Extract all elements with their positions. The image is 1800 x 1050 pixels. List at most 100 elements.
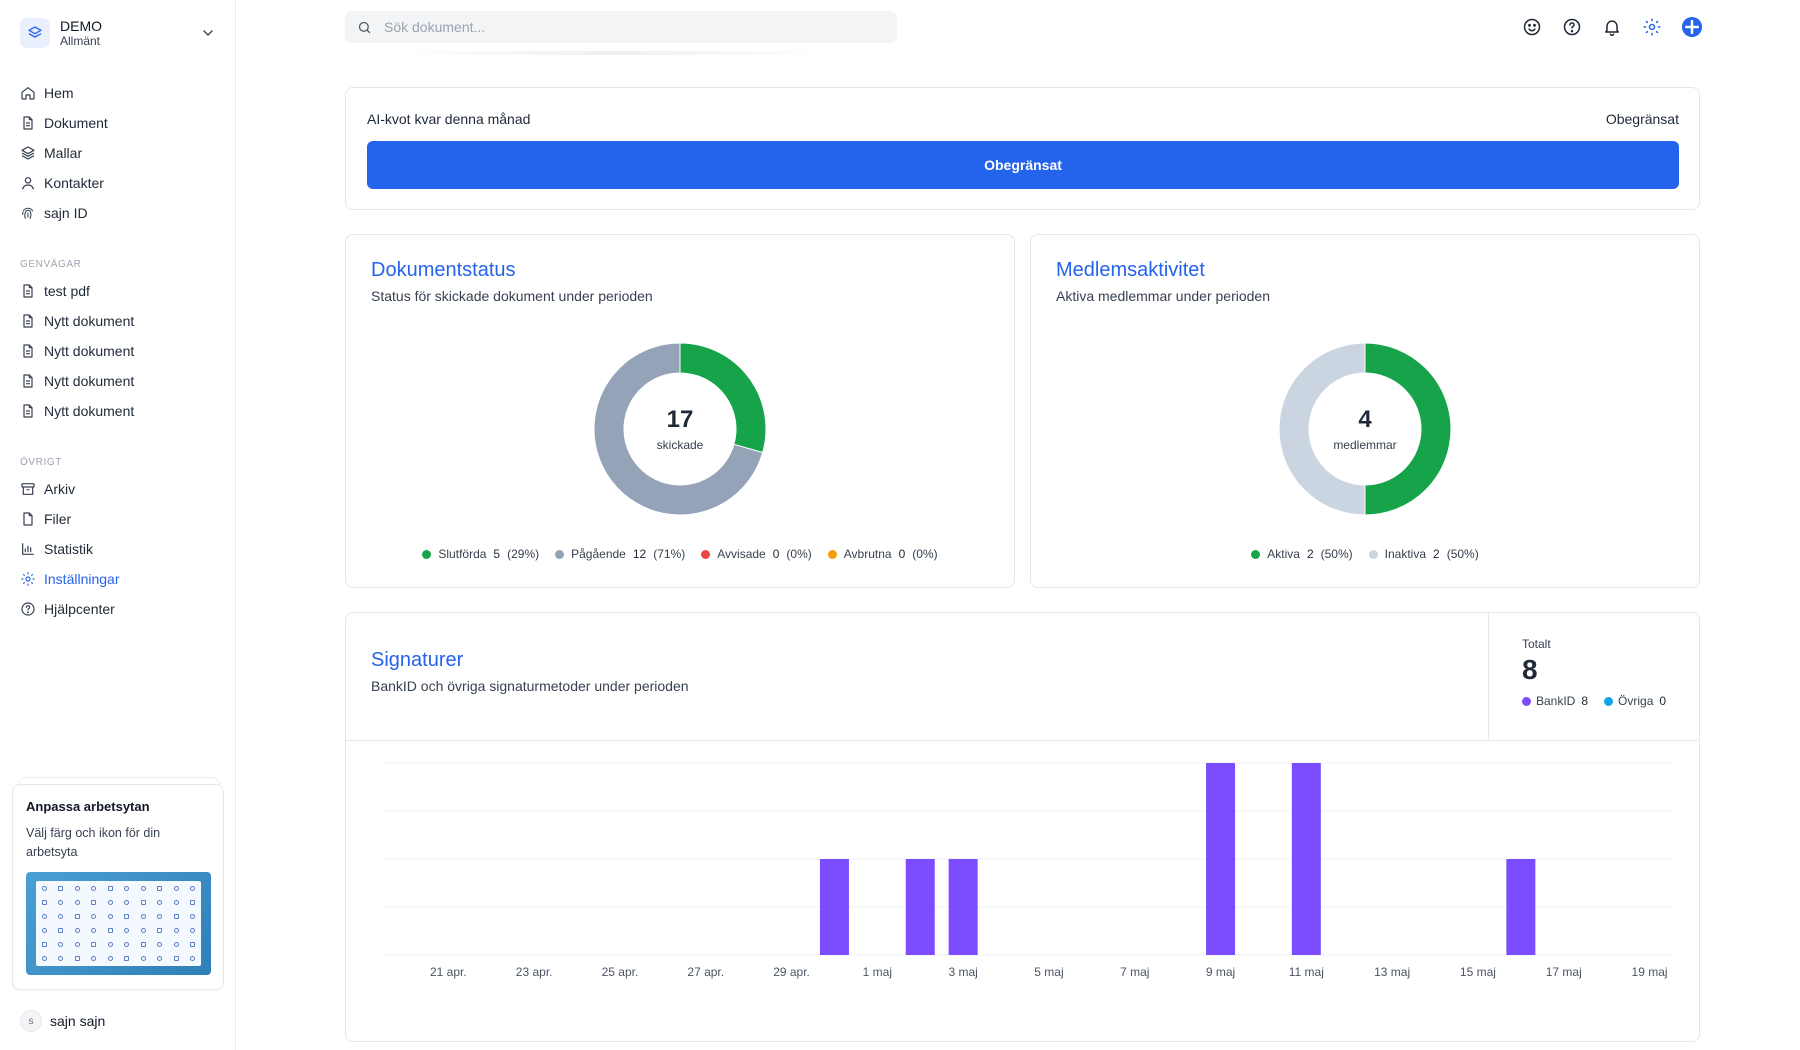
shortcut-item[interactable]: Nytt dokument (20, 306, 220, 336)
archive-icon (21, 483, 35, 495)
preview-glyph-icon (91, 913, 97, 919)
help-icon[interactable] (1562, 17, 1582, 37)
customize-workspace-card[interactable]: Anpassa arbetsytan Välj färg och ikon fö… (12, 784, 224, 990)
card-subtitle: BankID och övriga signaturmetoder under … (371, 678, 689, 694)
x-tick-label: 15 maj (1460, 965, 1496, 979)
donut-slice-aktiva (1364, 342, 1452, 516)
search-input[interactable] (384, 19, 864, 35)
preview-glyph-icon (124, 942, 130, 948)
nav-item-documents[interactable]: Dokument (20, 108, 220, 138)
workspace-name: DEMO (60, 17, 102, 34)
preview-glyph-icon (91, 928, 97, 934)
preview-glyph-icon (41, 885, 47, 891)
promo-text: Välj färg och ikon för din arbetsyta (26, 826, 161, 859)
preview-glyph-icon (140, 899, 146, 905)
legend-label: BankID (1536, 694, 1576, 708)
preview-glyph-icon (107, 899, 113, 905)
user-menu[interactable]: s sajn sajn (20, 1010, 105, 1032)
signatures-total-panel: Totalt 8 BankID 8 Övriga 0 (1488, 613, 1699, 741)
x-tick-label: 7 maj (1120, 965, 1149, 979)
legend-dot (1251, 549, 1261, 559)
workspace-switcher[interactable]: DEMO Allmänt (20, 16, 216, 50)
document-icon (23, 344, 33, 358)
legend-dot (701, 549, 711, 559)
legend-count: 5 (493, 547, 501, 561)
preview-glyph-icon (140, 885, 146, 891)
donut-chart (1278, 342, 1452, 516)
bar-9-maj (1206, 763, 1236, 955)
nav-item-label: Mallar (44, 145, 83, 161)
member-activity-card: Medlemsaktivitet Aktiva medlemmar under … (1030, 234, 1700, 588)
bar-3-maj (948, 859, 978, 955)
legend-dot (555, 549, 565, 559)
nav-item-sajn-id[interactable]: sajn ID (20, 198, 220, 228)
bell-icon[interactable] (1602, 17, 1622, 37)
preview-glyph-icon (74, 885, 80, 891)
preview-glyph-icon (124, 913, 130, 919)
x-tick-label: 13 maj (1374, 965, 1410, 979)
search-bar[interactable] (345, 11, 897, 43)
shortcut-item[interactable]: Nytt dokument (20, 336, 220, 366)
ai-quota-card: AI-kvot kvar denna månad Obegränsat Obeg… (345, 87, 1700, 210)
preview-glyph-icon (190, 956, 196, 962)
preview-glyph-icon (107, 942, 113, 948)
x-tick-label: 19 maj (1632, 965, 1668, 979)
shortcut-label: Nytt dokument (44, 403, 135, 419)
legend-dot (1604, 696, 1614, 706)
legend-item: Aktiva 2 (50%) (1251, 547, 1353, 561)
document-icon (23, 404, 33, 418)
file-icon (23, 512, 33, 526)
shortcut-item[interactable]: Nytt dokument (20, 366, 220, 396)
legend-item: Övriga 0 (1604, 694, 1673, 708)
bar-2-maj (905, 859, 935, 955)
preview-glyph-icon (41, 928, 47, 934)
smiley-icon[interactable] (1522, 17, 1542, 37)
x-tick-label: 3 maj (948, 965, 977, 979)
other-section-label: ÖVRIGT (20, 457, 62, 468)
preview-glyph-icon (190, 899, 196, 905)
bar-30-apr- (819, 859, 849, 955)
preview-glyph-icon (173, 942, 179, 948)
settings-icon[interactable] (1642, 17, 1662, 37)
ai-quota-progress-bar: Obegränsat (367, 141, 1679, 189)
donut-chart (593, 342, 767, 516)
shortcut-item[interactable]: test pdf (20, 276, 220, 306)
legend-item: Inaktiva 2 (50%) (1368, 547, 1479, 561)
preview-glyph-icon (74, 956, 80, 962)
preview-glyph-icon (157, 942, 163, 948)
workspace-logo-icon (20, 18, 50, 48)
preview-glyph-icon (173, 928, 179, 934)
legend-dot (827, 549, 837, 559)
legend-pct: (0%) (786, 547, 812, 561)
shortcut-label: test pdf (44, 283, 90, 299)
preview-glyph-icon (58, 899, 64, 905)
preview-glyph-icon (41, 942, 47, 948)
chevron-down-icon[interactable] (200, 25, 216, 41)
document-status-card: Dokumentstatus Status för skickade dokum… (345, 234, 1015, 588)
legend-count: 2 (1433, 547, 1440, 561)
nav-item-templates[interactable]: Mallar (20, 138, 220, 168)
legend-label: Övriga (1618, 694, 1654, 708)
nav-item-settings[interactable]: Inställningar (20, 564, 220, 594)
card-title: Signaturer (371, 649, 464, 671)
nav-item-files[interactable]: Filer (20, 504, 220, 534)
legend-count: 2 (1306, 547, 1314, 561)
plus-icon[interactable] (1682, 17, 1702, 37)
donut-center-value: 4 (1358, 406, 1372, 433)
nav-item-home[interactable]: Hem (20, 78, 220, 108)
settings-icon (21, 572, 35, 586)
preview-glyph-icon (157, 956, 163, 962)
preview-glyph-icon (74, 899, 80, 905)
shortcut-item[interactable]: Nytt dokument (20, 396, 220, 426)
x-tick-label: 27 apr. (687, 965, 724, 979)
other-nav: Arkiv Filer Statistik Inställningar Hjäl… (20, 474, 220, 624)
nav-item-help-center[interactable]: Hjälpcenter (20, 594, 220, 624)
nav-item-statistics[interactable]: Statistik (20, 534, 220, 564)
nav-item-archive[interactable]: Arkiv (20, 474, 220, 504)
nav-item-label: Filer (44, 511, 72, 527)
nav-item-contacts[interactable]: Kontakter (20, 168, 220, 198)
legend-count: 8 (1581, 694, 1589, 708)
preview-glyph-icon (91, 899, 97, 905)
donut-legend: Aktiva 2 (50%) Inaktiva 2 (50%) (1031, 547, 1699, 561)
